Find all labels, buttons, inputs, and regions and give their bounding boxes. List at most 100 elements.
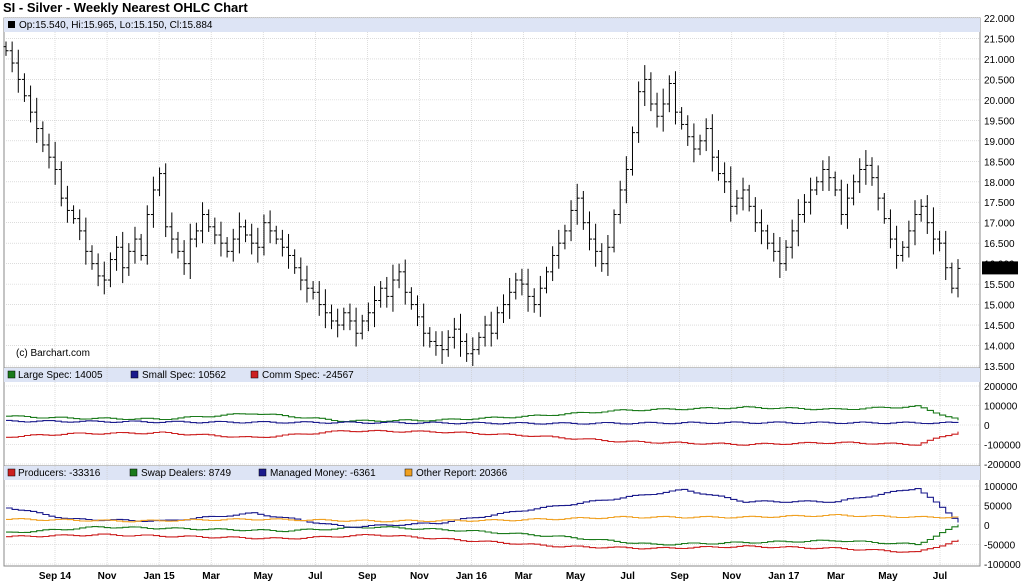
ohlc-bar xyxy=(887,209,893,249)
ohlc-bar xyxy=(507,277,513,319)
ohlc-bar xyxy=(894,225,900,269)
ohlc-bar xyxy=(795,199,801,247)
ohlc-bar xyxy=(476,332,482,355)
ohlc-bar xyxy=(353,307,359,347)
ohlc-bar xyxy=(175,231,181,259)
cot-detail-y-tick: -50000 xyxy=(984,541,1016,552)
ohlc-bar xyxy=(679,107,685,130)
ohlc-bar xyxy=(120,231,126,284)
ohlc-bar xyxy=(163,163,169,238)
ohlc-bar xyxy=(267,210,273,244)
x-tick-label: May xyxy=(566,571,586,582)
ohlc-bar xyxy=(912,200,918,246)
ohlc-bar xyxy=(372,286,378,328)
ohlc-bar xyxy=(703,118,709,152)
ohlc-bar xyxy=(629,126,635,176)
cot-detail-y-tick: 0 xyxy=(984,521,990,532)
ohlc-bar xyxy=(752,197,758,232)
ohlc-bar xyxy=(286,233,292,269)
ohlc-bar xyxy=(691,123,697,163)
comm-spec-legend: Comm Spec: -24567 xyxy=(262,370,354,381)
x-tick-label: Mar xyxy=(202,571,220,582)
ohlc-bar xyxy=(525,268,531,312)
comm-spec-line xyxy=(6,429,959,446)
ohlc-bar xyxy=(77,209,83,241)
grid-lines xyxy=(4,17,980,566)
x-tick-label: Sep 14 xyxy=(39,571,72,582)
ohlc-bar xyxy=(89,245,95,270)
ohlc-bar xyxy=(685,115,691,146)
x-tick-label: May xyxy=(254,571,274,582)
ohlc-bar xyxy=(875,165,881,211)
ohlc-bar xyxy=(924,195,930,234)
ohlc-bar xyxy=(949,262,955,294)
price-legend: Op:15.540, Hi:15.965, Lo:15.150, Cl:15.8… xyxy=(8,20,213,31)
x-tick-label: Jan 15 xyxy=(144,571,176,582)
x-tick-label: Jan 16 xyxy=(456,571,488,582)
x-tick-label: Jul xyxy=(308,571,323,582)
ohlc-bar xyxy=(758,209,764,245)
ohlc-bar xyxy=(150,176,156,228)
ohlc-bar xyxy=(574,183,580,225)
large-spec-swatch-icon xyxy=(7,370,16,379)
price-panel-header xyxy=(4,18,980,32)
cot-summary-y-tick: -100000 xyxy=(984,441,1021,452)
price-y-tick: 15.000 xyxy=(984,301,1015,312)
small-spec-line xyxy=(6,419,959,425)
x-tick-label: Mar xyxy=(515,571,533,582)
ohlc-bar xyxy=(298,257,304,291)
ohlc-bar xyxy=(593,223,599,267)
other-report-line xyxy=(6,513,959,523)
x-tick-label: Jul xyxy=(933,571,948,582)
ohlc-bar xyxy=(820,160,826,191)
price-y-tick: 19.000 xyxy=(984,137,1015,148)
ohlc-bar xyxy=(611,209,617,253)
ohlc-bar xyxy=(771,232,777,262)
ohlc-bar xyxy=(586,211,592,251)
swap-dealers-line xyxy=(6,524,959,546)
ohlc-bar xyxy=(869,157,875,186)
ohlc-bar xyxy=(304,265,310,303)
ohlc-bar xyxy=(451,317,457,349)
ohlc-bar xyxy=(740,177,746,211)
ohlc-bar xyxy=(556,229,562,269)
ohlc-bar xyxy=(347,303,353,331)
cot-detail-y-tick: -100000 xyxy=(984,560,1021,571)
price-y-tick: 20.500 xyxy=(984,75,1015,86)
price-y-tick: 19.500 xyxy=(984,116,1015,127)
ohlc-bar xyxy=(126,243,132,276)
ohlc-bar xyxy=(433,331,439,356)
ohlc-bar xyxy=(310,281,316,300)
ohlc-bar xyxy=(402,259,408,305)
cot-summary-header xyxy=(4,368,980,382)
x-tick-label: Nov xyxy=(98,571,117,582)
ohlc-bar xyxy=(808,177,814,215)
ohlc-bar xyxy=(863,150,869,185)
ohlc-bar xyxy=(21,73,27,102)
ohlc-bar xyxy=(243,219,249,243)
ohlc-bar xyxy=(500,294,506,324)
last-price-value: 15.884 xyxy=(985,263,1016,274)
page-title: SI - Silver - Weekly Nearest OHLC Chart xyxy=(3,0,248,15)
ohlc-bar xyxy=(543,266,549,294)
price-y-tick: 17.000 xyxy=(984,219,1015,230)
price-y-tick: 21.500 xyxy=(984,34,1015,45)
ohlc-bar xyxy=(83,217,89,265)
ohlc-bar xyxy=(660,88,666,132)
price-y-tick: 17.500 xyxy=(984,198,1015,209)
cot-summary-y-tick: 0 xyxy=(984,421,990,432)
price-y-tick: 22.000 xyxy=(984,14,1015,25)
ohlc-bar xyxy=(470,337,476,366)
ohlc-bar xyxy=(881,193,887,224)
comm-spec-swatch-icon xyxy=(250,370,259,379)
large-spec-legend: Large Spec: 14005 xyxy=(18,370,103,381)
ohlc-bar xyxy=(777,237,783,278)
ohlc-bar xyxy=(814,176,820,196)
ohlc-bar xyxy=(801,194,807,223)
ohlc-bar xyxy=(114,236,120,271)
ohlc-bar xyxy=(734,189,740,215)
ohlc-bar xyxy=(9,41,15,73)
ohlc-bar xyxy=(623,156,629,204)
ohlc-bar xyxy=(617,180,623,224)
plot-layer xyxy=(3,41,961,553)
